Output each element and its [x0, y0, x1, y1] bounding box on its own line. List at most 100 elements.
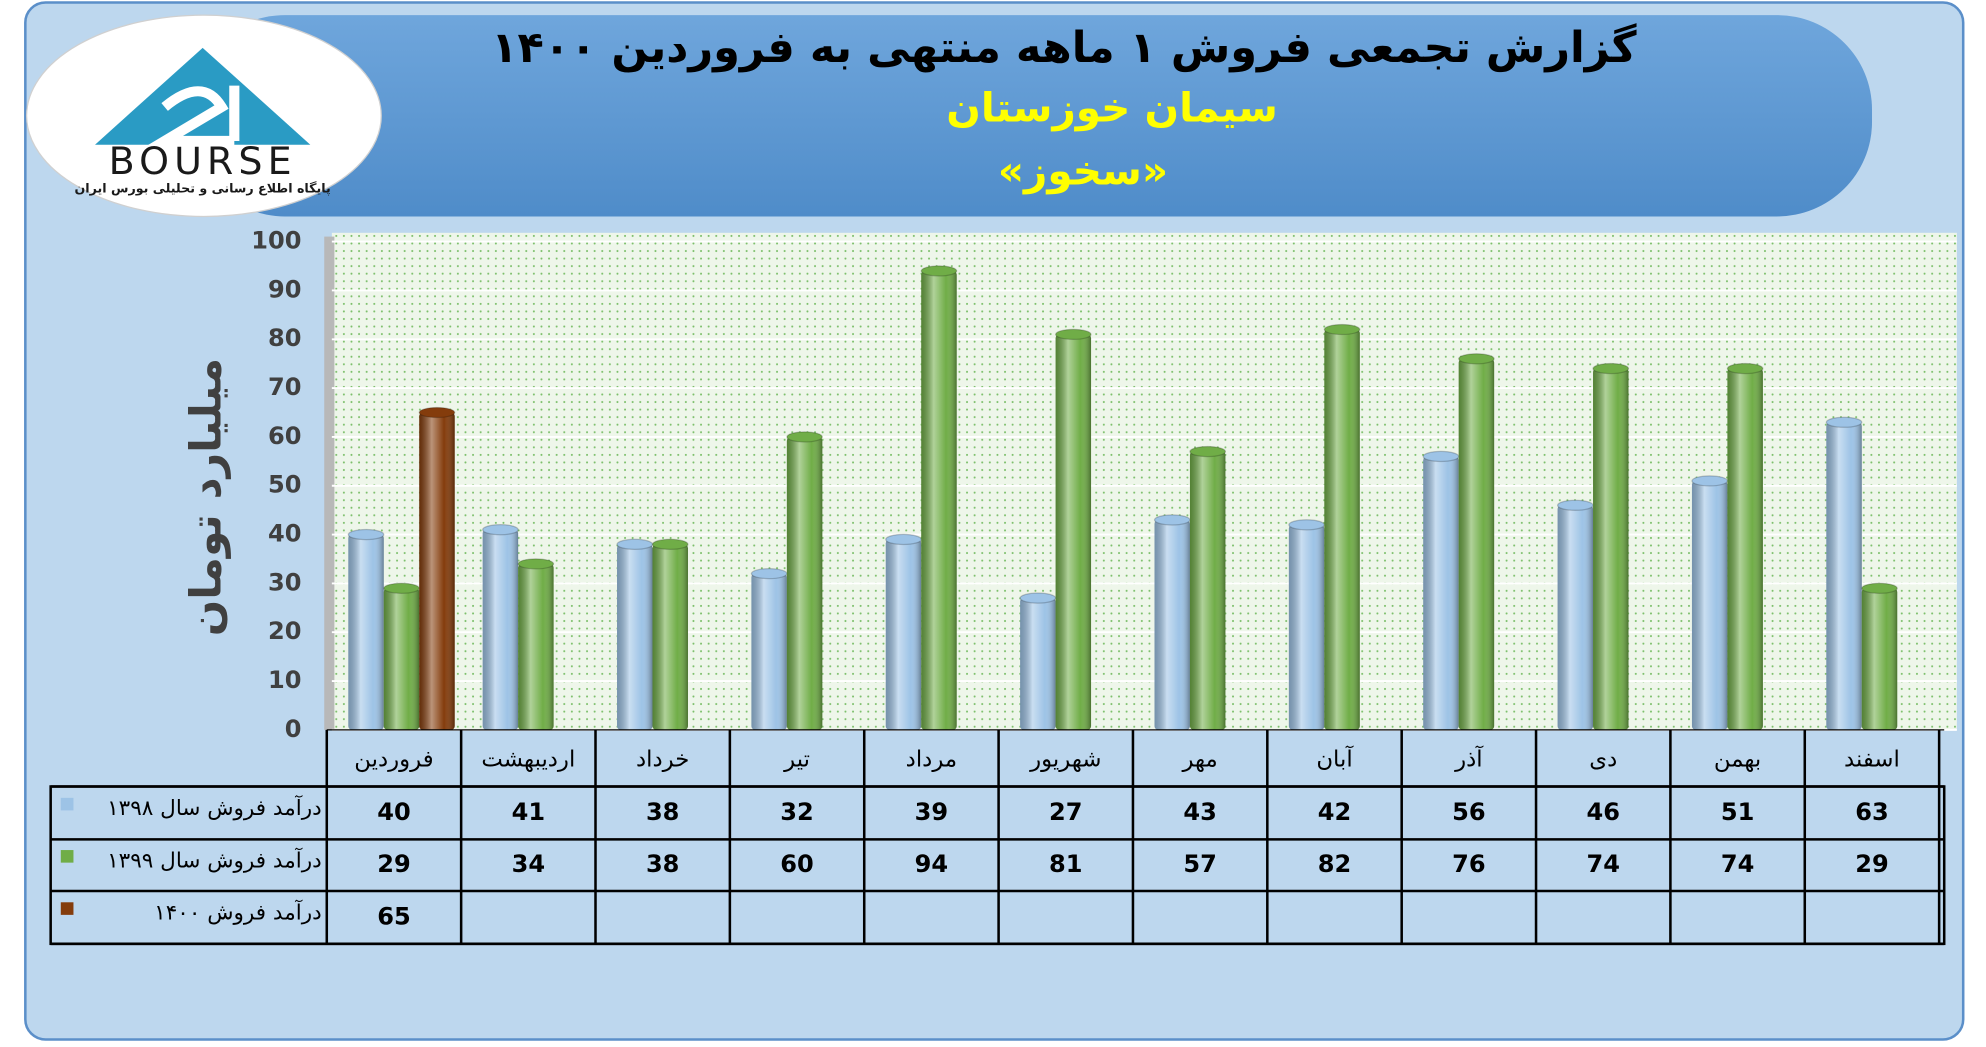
bar [1324, 329, 1360, 730]
bar [1055, 334, 1092, 730]
bar-cap [1054, 328, 1092, 341]
y-tick-label: 0 [285, 715, 302, 743]
data-label: 29 [1855, 850, 1888, 878]
logo-text: BOURSE [109, 139, 297, 183]
y-tick-label: 80 [268, 324, 301, 352]
x-tick-label: اردیبهشت [481, 747, 575, 773]
x-tick-label: دی [1589, 747, 1617, 773]
bar [1593, 368, 1629, 730]
bar-cap [517, 558, 555, 570]
data-label: 34 [512, 850, 545, 878]
bar-cap [1189, 445, 1227, 458]
x-tick-label: تیر [783, 747, 810, 773]
plot-wall [324, 236, 335, 730]
x-tick-label: شهریور [1029, 747, 1101, 773]
data-label: 38 [646, 798, 679, 826]
bar [1189, 451, 1226, 730]
y-tick-label: 10 [268, 666, 301, 694]
y-tick-label: 40 [268, 520, 301, 548]
y-tick-label: 20 [268, 617, 301, 645]
chart-subtitle: «سخوز» [998, 147, 1168, 195]
legend-swatch [60, 850, 74, 863]
bar [348, 534, 384, 730]
y-axis-label: میلیارد تومان [181, 358, 231, 636]
x-tick-label: آبان [1316, 745, 1354, 773]
plot-area [331, 232, 1957, 730]
data-label: 32 [780, 798, 813, 826]
x-tick-label: اسفند [1844, 747, 1900, 773]
data-label: 29 [377, 850, 410, 878]
bar-cap [383, 582, 420, 594]
bar [1826, 422, 1862, 730]
legend-label: درآمد فروش ۱۴۰۰ [154, 899, 322, 926]
data-label: 56 [1452, 798, 1485, 826]
bar [1423, 456, 1459, 730]
bar-cap [1323, 323, 1361, 336]
data-label: 46 [1586, 798, 1619, 826]
bar-cap [651, 538, 689, 551]
logo-tagline: پایگاه اطلاع رسانی و تحلیلی بورس ایران [74, 180, 330, 195]
data-label: 38 [646, 850, 679, 878]
y-tick-label: 30 [268, 568, 301, 596]
data-label: 94 [915, 850, 948, 878]
bar-cap [1019, 592, 1057, 604]
bar [383, 588, 420, 730]
bar [786, 436, 823, 730]
x-tick-label: بهمن [1714, 747, 1761, 773]
bar [1557, 505, 1594, 730]
bar-cap [1288, 519, 1325, 531]
data-label: 41 [512, 798, 545, 826]
bar-cap [1422, 450, 1460, 463]
y-tick-label: 90 [268, 275, 301, 303]
chart-title: گزارش تجمعی فروش ۱ ماهه منتهی به فروردین… [491, 22, 1636, 73]
data-label: 76 [1452, 850, 1485, 878]
bar [751, 573, 787, 730]
x-tick-label: مرداد [906, 747, 957, 773]
bar-cap [616, 538, 654, 551]
bar-cap [885, 533, 922, 546]
bar [419, 412, 455, 730]
legend-swatch [60, 902, 74, 915]
header-banner [189, 15, 1873, 217]
y-tick-label: 70 [268, 373, 301, 401]
bar-cap [1825, 416, 1863, 428]
y-tick-label: 50 [268, 471, 301, 499]
bar-cap [418, 406, 456, 419]
legend-label: درآمد فروش سال ۱۳۹۹ [107, 846, 322, 873]
bar [1691, 480, 1728, 730]
bar [1861, 588, 1898, 730]
x-tick-label: مهر [1181, 747, 1217, 773]
legend-label: درآمد فروش سال ۱۳۹۸ [107, 794, 322, 821]
x-tick-label: خرداد [636, 747, 689, 773]
data-label: 43 [1183, 798, 1216, 826]
bar-cap [1861, 582, 1898, 594]
x-tick-label: فروردین [354, 747, 433, 773]
y-tick-label: 60 [268, 422, 301, 450]
bar [921, 270, 957, 730]
bar [652, 544, 688, 730]
chart-subtitle: سیمان خوزستان [946, 84, 1278, 132]
legend-swatch [60, 797, 74, 811]
data-label: 74 [1721, 850, 1754, 878]
x-tick-label: آذر [1454, 745, 1484, 773]
data-label: 65 [377, 902, 410, 930]
data-label: 82 [1318, 850, 1351, 878]
bar [1458, 358, 1495, 730]
bar [885, 539, 922, 730]
data-label: 81 [1049, 850, 1082, 878]
data-label: 60 [780, 850, 813, 878]
y-tick-label: 100 [251, 227, 301, 255]
bar-cap [1556, 499, 1594, 511]
bar [1288, 524, 1325, 730]
data-label: 27 [1049, 798, 1082, 826]
bar [1727, 368, 1763, 730]
bar [617, 544, 653, 730]
bar-cap [1458, 353, 1495, 365]
logo-mark [146, 85, 240, 146]
data-label: 42 [1318, 798, 1351, 826]
data-label: 51 [1721, 798, 1754, 826]
bar-cap [1691, 475, 1729, 487]
data-label: 63 [1855, 798, 1888, 826]
